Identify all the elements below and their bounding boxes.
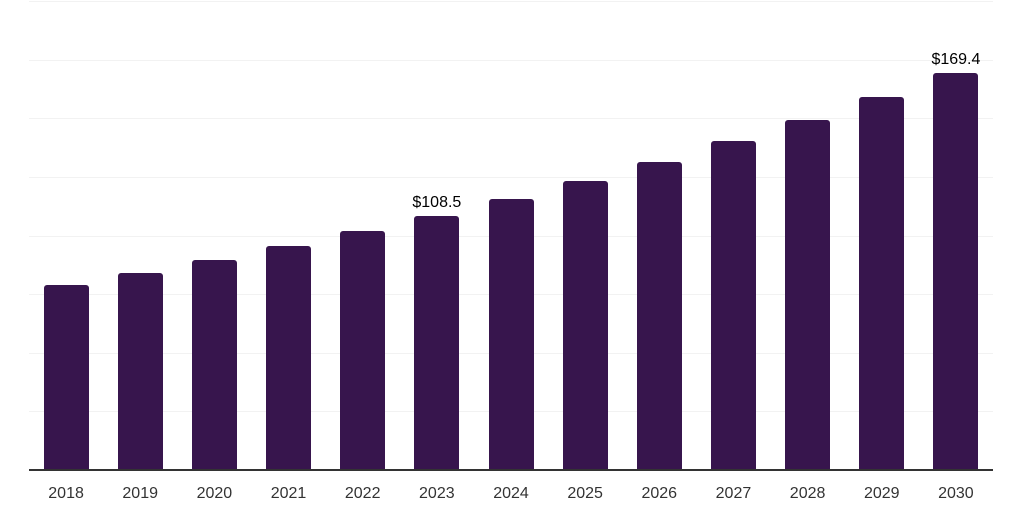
x-tick-label-2029: 2029 — [863, 485, 900, 502]
x-axis-line — [29, 469, 993, 471]
x-tick-label-2018: 2018 — [48, 485, 84, 502]
x-tick-label-2027: 2027 — [715, 485, 752, 502]
x-tick-label-2019: 2019 — [122, 485, 158, 502]
gridline-200 — [29, 0, 993, 2]
bar-2022 — [340, 231, 386, 470]
x-tick-label-2028: 2028 — [789, 485, 826, 502]
x-tick-label-2024: 2024 — [493, 485, 529, 502]
bar-2030 — [933, 72, 979, 470]
gridline-175 — [29, 59, 993, 61]
bar-2019 — [117, 272, 163, 470]
gridline-125 — [29, 176, 993, 178]
bar-2029 — [859, 96, 905, 470]
bar-2018 — [43, 284, 89, 470]
data-label-2030: $169.4 — [931, 50, 981, 68]
bar-2023 — [414, 215, 460, 470]
data-label-2023: $108.5 — [412, 193, 462, 211]
bar-2026 — [636, 161, 682, 470]
x-tick-label-2025: 2025 — [567, 485, 603, 502]
bar-2027 — [710, 141, 756, 470]
bar-2028 — [785, 119, 831, 470]
bar-2020 — [191, 259, 237, 470]
gridline-150 — [29, 118, 993, 120]
bar-2025 — [562, 180, 608, 470]
x-tick-label-2022: 2022 — [344, 485, 381, 502]
bar-2021 — [266, 246, 312, 470]
x-tick-label-2030: 2030 — [938, 485, 974, 502]
x-tick-label-2020: 2020 — [196, 485, 233, 502]
x-tick-label-2021: 2021 — [270, 485, 307, 502]
x-tick-label-2026: 2026 — [641, 485, 678, 502]
x-tick-label-2023: 2023 — [419, 485, 455, 502]
bar-2024 — [488, 198, 534, 470]
